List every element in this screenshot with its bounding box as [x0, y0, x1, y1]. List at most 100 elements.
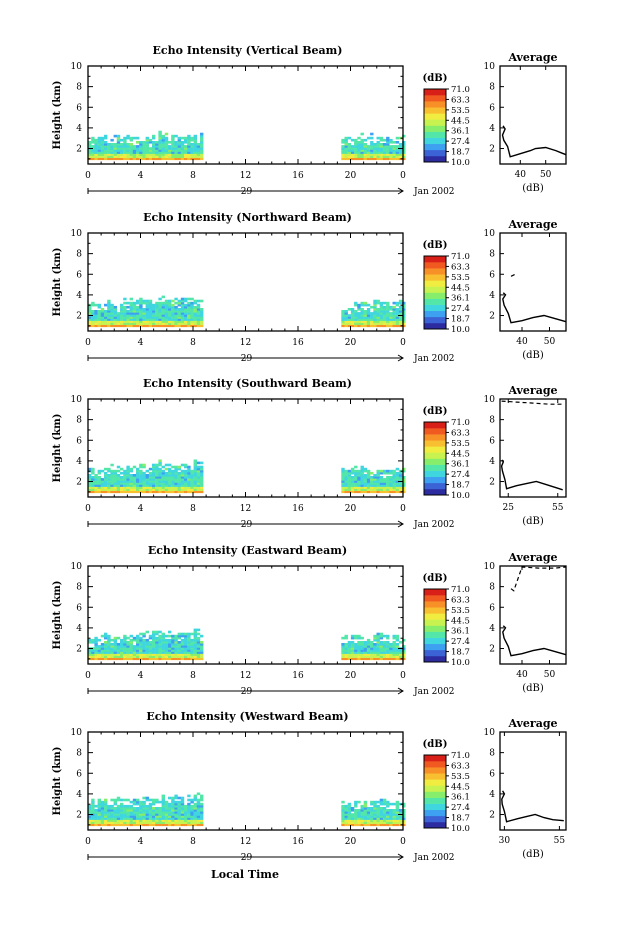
echo-cell: [190, 638, 194, 642]
echo-cell: [123, 151, 127, 154]
echo-cell: [184, 486, 188, 489]
echo-cell: [184, 804, 188, 808]
echo-cell: [152, 469, 156, 473]
echo-cell: [187, 297, 191, 301]
echo-cell: [91, 151, 95, 154]
echo-cell: [354, 316, 358, 319]
echo-cell: [136, 647, 140, 650]
echo-cell: [132, 320, 137, 323]
echo-cell: [91, 322, 95, 325]
echo-cell: [158, 324, 162, 328]
echo-cell: [184, 634, 188, 638]
echo-cell: [196, 486, 201, 489]
echo-cell: [366, 314, 371, 317]
echo-cell: [136, 655, 140, 658]
echo-cell: [145, 305, 149, 309]
echo-cell: [187, 322, 191, 325]
echo-cell: [113, 155, 117, 158]
echo-cell: [200, 157, 204, 161]
echo-cell: [344, 647, 348, 650]
echo-cell: [363, 143, 368, 146]
echo-cell: [200, 653, 204, 656]
echo-cell: [350, 316, 355, 319]
echo-cell: [398, 312, 403, 315]
echo-cell: [360, 651, 364, 654]
echo-cell: [379, 301, 384, 305]
echo-cell: [129, 649, 133, 652]
echo-cell: [184, 474, 188, 477]
echo-cell: [168, 817, 172, 820]
echo-cell: [142, 651, 146, 654]
echo-cells: [88, 130, 406, 161]
echo-cell: [104, 480, 108, 483]
echo-cell: [373, 807, 377, 810]
echo-cell: [132, 147, 137, 150]
echo-cell: [392, 815, 396, 818]
echo-cell: [142, 299, 146, 303]
avg-y-tick-label: 4: [489, 624, 495, 634]
echo-cell: [88, 467, 92, 471]
echo-cell: [200, 802, 204, 806]
echo-cell: [177, 655, 181, 658]
echo-cell: [366, 469, 371, 473]
echo-cell: [196, 657, 201, 661]
echo-cell: [379, 819, 384, 822]
echo-cell: [155, 817, 159, 820]
echo-cell: [386, 641, 390, 644]
echo-cell: [190, 649, 194, 652]
echo-cell: [116, 318, 121, 321]
echo-cell: [113, 649, 117, 652]
echo-cell: [136, 643, 140, 646]
echo-cell: [402, 157, 406, 161]
colorbar-unit: (dB): [423, 73, 448, 84]
echo-cell: [190, 813, 194, 816]
echo-cell: [158, 484, 162, 487]
echo-cell: [152, 310, 156, 313]
echo-cell: [398, 322, 403, 325]
echo-cell: [357, 136, 361, 140]
echo-cell: [142, 815, 146, 818]
echo-cell: [184, 153, 188, 156]
echo-cell: [123, 653, 127, 656]
echo-cell: [193, 143, 197, 146]
average-frame: [499, 65, 567, 165]
echo-cell: [376, 657, 380, 661]
echo-cell: [184, 320, 188, 323]
echo-cell: [370, 807, 374, 810]
echo-cell: [152, 478, 156, 481]
echo-cell: [171, 809, 175, 812]
echo-cell: [180, 316, 185, 319]
echo-cell: [107, 649, 111, 652]
echo-cell: [110, 809, 114, 812]
echo-cell: [366, 819, 371, 822]
echo-cell: [180, 482, 185, 485]
echo-cell: [402, 488, 406, 491]
echo-cell: [395, 649, 400, 652]
echo-cell: [402, 467, 406, 471]
echo-cell: [139, 149, 143, 152]
echo-cell: [104, 478, 108, 481]
echo-cell: [148, 308, 153, 311]
echo-cell: [100, 469, 105, 473]
echo-cell: [395, 653, 400, 656]
echo-cell: [94, 151, 98, 154]
echo-cell: [168, 155, 172, 158]
echo-cell: [386, 145, 390, 148]
echo-cell: [370, 136, 374, 140]
echo-cell: [91, 821, 95, 824]
echo-cell: [91, 638, 95, 642]
echo-cell: [104, 823, 108, 827]
echo-cell: [174, 469, 178, 473]
y-tick-label: 6: [76, 603, 82, 613]
echo-cell: [129, 305, 133, 309]
echo-cell: [129, 153, 133, 156]
echo-cell: [164, 647, 169, 650]
echo-cell: [123, 318, 127, 321]
echo-cell: [389, 488, 393, 491]
echo-cell: [116, 811, 121, 814]
avg-y-tick-label: 2: [489, 145, 495, 155]
echo-cell: [161, 488, 165, 491]
echo-cell: [171, 478, 175, 481]
echo-cell: [193, 316, 197, 319]
echo-cell: [129, 638, 133, 642]
